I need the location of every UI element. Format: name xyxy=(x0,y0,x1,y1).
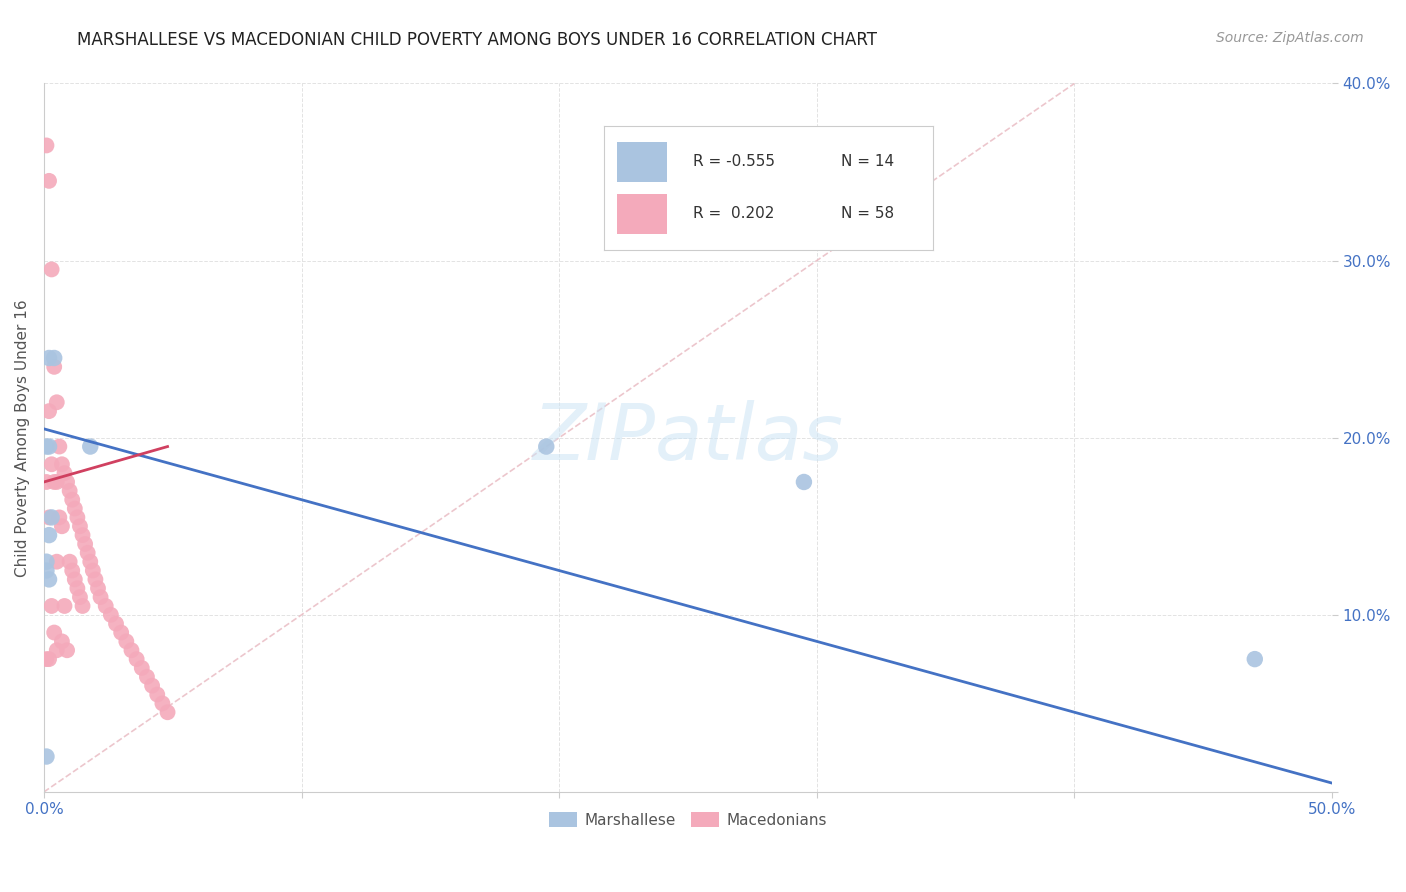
Point xyxy=(76,546,98,560)
Point xyxy=(90,590,112,604)
Legend: Marshallese, Macedonians: Marshallese, Macedonians xyxy=(543,805,832,834)
Point xyxy=(38,573,60,587)
Point xyxy=(41,599,63,613)
Point xyxy=(41,457,63,471)
Point xyxy=(45,395,67,409)
Point xyxy=(136,670,159,684)
Point xyxy=(38,440,60,454)
Point xyxy=(79,440,101,454)
Point xyxy=(35,475,58,489)
Point xyxy=(82,564,104,578)
Point xyxy=(69,590,91,604)
Text: ZIPatlas: ZIPatlas xyxy=(533,400,844,475)
Point xyxy=(38,351,60,365)
Point xyxy=(53,466,76,480)
Point xyxy=(125,652,148,666)
Point xyxy=(38,510,60,524)
Point xyxy=(48,440,70,454)
Point xyxy=(48,510,70,524)
Point xyxy=(45,475,67,489)
Point xyxy=(121,643,143,657)
Point xyxy=(1243,652,1265,666)
Point xyxy=(63,573,86,587)
Point xyxy=(35,652,58,666)
Point xyxy=(105,616,128,631)
Point xyxy=(79,555,101,569)
Point xyxy=(35,138,58,153)
Point xyxy=(56,643,79,657)
Point xyxy=(53,599,76,613)
Point xyxy=(110,625,132,640)
Point xyxy=(152,697,174,711)
Point xyxy=(51,457,73,471)
Point xyxy=(41,262,63,277)
Point xyxy=(38,404,60,418)
Point xyxy=(66,581,89,595)
Point xyxy=(87,581,110,595)
Y-axis label: Child Poverty Among Boys Under 16: Child Poverty Among Boys Under 16 xyxy=(15,299,30,576)
Point xyxy=(131,661,153,675)
Point xyxy=(44,625,66,640)
Point xyxy=(156,705,179,719)
Point xyxy=(38,174,60,188)
Point xyxy=(66,510,89,524)
Point xyxy=(38,528,60,542)
Point xyxy=(536,440,558,454)
Point xyxy=(44,475,66,489)
Point xyxy=(84,573,107,587)
Point xyxy=(35,564,58,578)
Point xyxy=(35,555,58,569)
Point xyxy=(59,555,82,569)
Point xyxy=(115,634,138,648)
Point xyxy=(63,501,86,516)
Point xyxy=(69,519,91,533)
Point xyxy=(793,475,815,489)
Point xyxy=(41,510,63,524)
Point xyxy=(75,537,97,551)
Text: Source: ZipAtlas.com: Source: ZipAtlas.com xyxy=(1216,31,1364,45)
Text: MARSHALLESE VS MACEDONIAN CHILD POVERTY AMONG BOYS UNDER 16 CORRELATION CHART: MARSHALLESE VS MACEDONIAN CHILD POVERTY … xyxy=(77,31,877,49)
Point xyxy=(72,528,94,542)
Point xyxy=(59,483,82,498)
Point xyxy=(44,359,66,374)
Point xyxy=(141,679,163,693)
Point xyxy=(100,607,122,622)
Point xyxy=(38,652,60,666)
Point xyxy=(45,643,67,657)
Point xyxy=(56,475,79,489)
Point xyxy=(72,599,94,613)
Point xyxy=(35,749,58,764)
Point xyxy=(60,492,83,507)
Point xyxy=(94,599,117,613)
Point xyxy=(44,351,66,365)
Point xyxy=(146,688,169,702)
Point xyxy=(51,519,73,533)
Point xyxy=(35,440,58,454)
Point xyxy=(60,564,83,578)
Point xyxy=(51,634,73,648)
Point xyxy=(45,555,67,569)
